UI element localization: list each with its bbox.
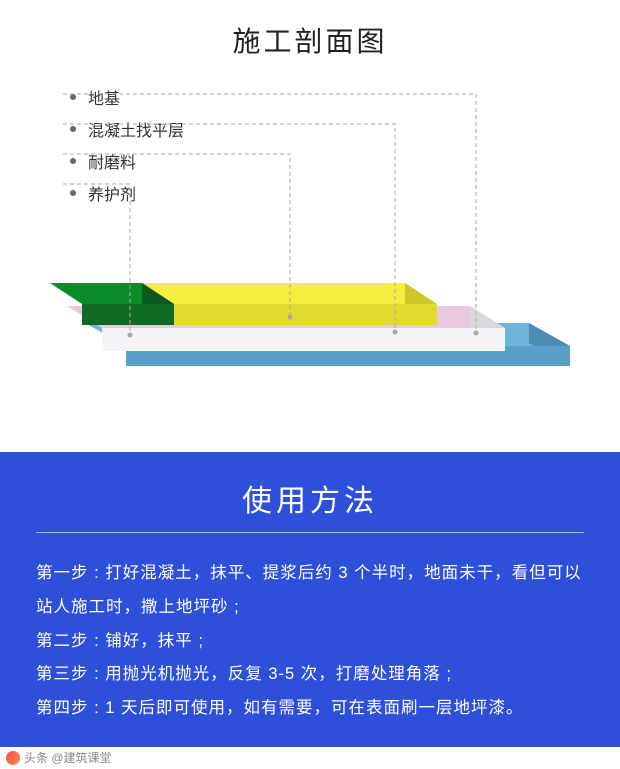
section-title: 施工剖面图 xyxy=(0,0,620,60)
footer-text: 头条 @建筑课堂 xyxy=(24,749,112,766)
step-line: 第二步 : 铺好，抹平 ; xyxy=(36,625,584,659)
step-line: 第四步 : 1 天后即可使用，如有需要，可在表面刷一层地坪漆。 xyxy=(36,692,584,726)
usage-panel: 使用方法 第一步 : 打好混凝土，抹平、提浆后约 3 个半时，地面未干，看但可以… xyxy=(0,452,620,747)
layers-diagram xyxy=(0,70,620,450)
footer-attribution: 头条 @建筑课堂 xyxy=(6,749,112,766)
cross-section-panel: 施工剖面图 地基 混凝土找平层 耐磨料 养护剂 xyxy=(0,0,620,452)
usage-title: 使用方法 xyxy=(36,476,584,520)
step-line: 第三步 : 用抛光机抛光，反复 3-5 次，打磨处理角落 ; xyxy=(36,658,584,692)
steps-text: 第一步 : 打好混凝土，抹平、提浆后约 3 个半时，地面未干，看但可以站人施工时… xyxy=(36,557,584,726)
step-line: 第一步 : 打好混凝土，抹平、提浆后约 3 个半时，地面未干，看但可以站人施工时… xyxy=(36,557,584,625)
toutiao-icon xyxy=(6,751,20,765)
divider xyxy=(36,532,584,533)
